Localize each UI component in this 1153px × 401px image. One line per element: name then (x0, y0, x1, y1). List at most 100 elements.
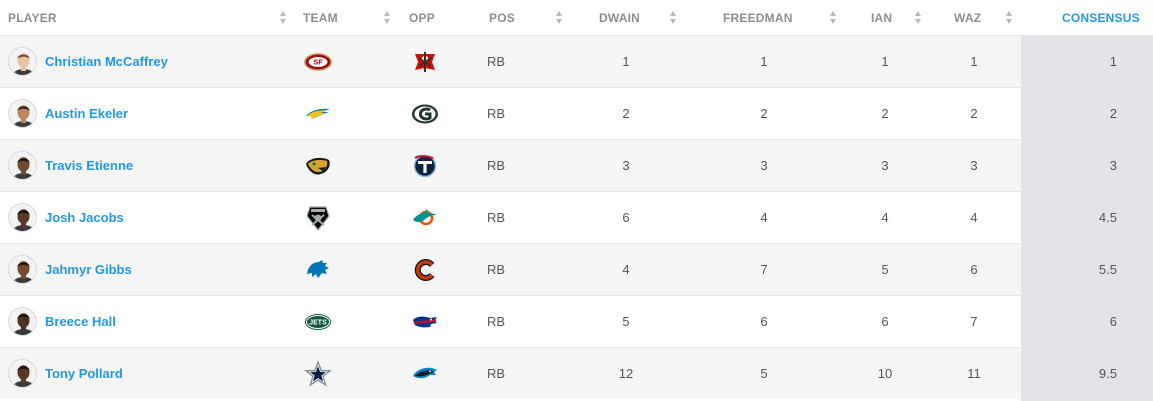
player-avatar[interactable] (8, 47, 37, 76)
team-logo-icon-jaguars[interactable] (303, 152, 333, 180)
position-cell: RB (487, 54, 506, 69)
table-row: Travis Etienne RB 3 3 3 3 3 (0, 139, 1153, 191)
opponent-logo-icon-panthers[interactable] (410, 360, 440, 388)
player-headshot-icon (9, 256, 36, 283)
dwain-rank-cell: 5 (622, 314, 630, 329)
player-name-link[interactable]: Travis Etienne (45, 158, 134, 173)
opponent-logo-icon-buccaneers[interactable] (410, 48, 440, 76)
position-cell: RB (487, 210, 506, 225)
dwain-rank-cell: 6 (622, 210, 630, 225)
column-header-consensus-label: CONSENSUS (1062, 10, 1140, 25)
column-header-opp[interactable]: OPP (409, 0, 435, 35)
column-header-dwain-label: DWAIN (599, 10, 640, 25)
column-header-waz-label: WAZ (954, 10, 982, 25)
waz-rank-cell: 7 (970, 314, 978, 329)
team-logo-icon-chargers[interactable] (303, 100, 333, 128)
ian-rank-cell: 2 (881, 106, 889, 121)
opponent-logo-icon-dolphins[interactable] (410, 204, 440, 232)
player-avatar[interactable] (8, 99, 37, 128)
player-name-link[interactable]: Jahmyr Gibbs (45, 262, 132, 277)
team-logo-icon-raiders[interactable] (303, 204, 333, 232)
player-avatar[interactable] (8, 359, 37, 388)
freedman-rank-cell: 7 (760, 262, 768, 277)
consensus-rank-cell: 9.5 (1098, 366, 1117, 381)
player-name-link[interactable]: Josh Jacobs (45, 210, 124, 225)
position-cell: RB (487, 158, 506, 173)
team-logo-icon-jets[interactable] (303, 308, 333, 336)
opponent-logo-icon-packers[interactable] (410, 100, 440, 128)
player-name-link[interactable]: Breece Hall (45, 314, 116, 329)
table-row: Tony Pollard RB 12 5 10 11 9.5 (0, 347, 1153, 399)
player-avatar[interactable] (8, 307, 37, 336)
column-header-ian-label: IAN (871, 10, 893, 25)
player-avatar[interactable] (8, 203, 37, 232)
waz-rank-cell: 6 (970, 262, 978, 277)
table-row: Christian McCaffrey RB 1 1 1 1 1 (0, 35, 1153, 87)
freedman-rank-cell: 4 (760, 210, 768, 225)
waz-rank-cell: 1 (970, 54, 978, 69)
table-header: PLAYER TEAM OPP POS DWAIN FREEDMAN IAN W… (0, 0, 1153, 35)
freedman-rank-cell: 2 (760, 106, 768, 121)
player-headshot-icon (9, 48, 36, 75)
waz-rank-cell: 4 (970, 210, 978, 225)
column-header-team-label: TEAM (303, 10, 338, 25)
column-header-team[interactable]: TEAM (303, 0, 338, 35)
position-cell: RB (487, 366, 506, 381)
table-row: Josh Jacobs RB 6 4 4 4 4.5 (0, 191, 1153, 243)
opponent-logo-icon-bears[interactable] (410, 256, 440, 284)
dwain-rank-cell: 3 (622, 158, 630, 173)
column-header-opp-label: OPP (409, 10, 435, 25)
team-logo-icon-49ers[interactable] (303, 48, 333, 76)
dwain-rank-cell: 12 (618, 366, 634, 381)
column-header-freedman-label: FREEDMAN (723, 10, 793, 25)
ian-rank-cell: 4 (881, 210, 889, 225)
freedman-rank-cell: 5 (760, 366, 768, 381)
dwain-rank-cell: 2 (622, 106, 630, 121)
column-header-pos-label: POS (489, 10, 515, 25)
table-row: Breece Hall RB 5 6 6 7 6 (0, 295, 1153, 347)
player-avatar[interactable] (8, 151, 37, 180)
freedman-rank-cell: 6 (760, 314, 768, 329)
player-name-link[interactable]: Christian McCaffrey (45, 54, 168, 69)
consensus-rank-cell: 3 (1109, 158, 1117, 173)
ian-rank-cell: 6 (881, 314, 889, 329)
ian-rank-cell: 1 (881, 54, 889, 69)
waz-rank-cell: 3 (970, 158, 978, 173)
freedman-rank-cell: 3 (760, 158, 768, 173)
consensus-rank-cell: 4.5 (1098, 210, 1117, 225)
freedman-rank-cell: 1 (760, 54, 768, 69)
column-header-dwain[interactable]: DWAIN (599, 0, 640, 35)
player-name-link[interactable]: Austin Ekeler (45, 106, 129, 121)
position-cell: RB (487, 262, 506, 277)
column-header-ian[interactable]: IAN (871, 0, 892, 35)
column-header-player-label: PLAYER (8, 10, 57, 25)
waz-rank-cell: 2 (970, 106, 978, 121)
column-header-player[interactable]: PLAYER (8, 0, 57, 35)
dwain-rank-cell: 4 (622, 262, 630, 277)
ian-rank-cell: 5 (881, 262, 889, 277)
row-background (0, 140, 1021, 191)
player-headshot-icon (9, 308, 36, 335)
table-row: Austin Ekeler RB 2 2 2 2 2 (0, 87, 1153, 139)
column-header-waz[interactable]: WAZ (954, 0, 981, 35)
column-header-pos[interactable]: POS (489, 0, 515, 35)
position-cell: RB (487, 106, 506, 121)
ian-rank-cell: 3 (881, 158, 889, 173)
ian-rank-cell: 10 (877, 366, 893, 381)
player-name-link[interactable]: Tony Pollard (45, 366, 123, 381)
consensus-column-background (1021, 35, 1153, 401)
team-logo-icon-cowboys[interactable] (303, 360, 333, 388)
table-row: Jahmyr Gibbs RB 4 7 5 6 5.5 (0, 243, 1153, 295)
position-cell: RB (487, 314, 506, 329)
player-avatar[interactable] (8, 255, 37, 284)
consensus-rank-cell: 1 (1109, 54, 1117, 69)
column-header-freedman[interactable]: FREEDMAN (723, 0, 793, 35)
consensus-rank-cell: 6 (1109, 314, 1117, 329)
opponent-logo-icon-titans[interactable] (410, 152, 440, 180)
team-logo-icon-lions[interactable] (303, 256, 333, 284)
column-header-consensus[interactable]: CONSENSUS (1062, 0, 1140, 35)
opponent-logo-icon-bills[interactable] (410, 308, 440, 336)
waz-rank-cell: 11 (967, 366, 981, 381)
row-background (0, 36, 1021, 87)
